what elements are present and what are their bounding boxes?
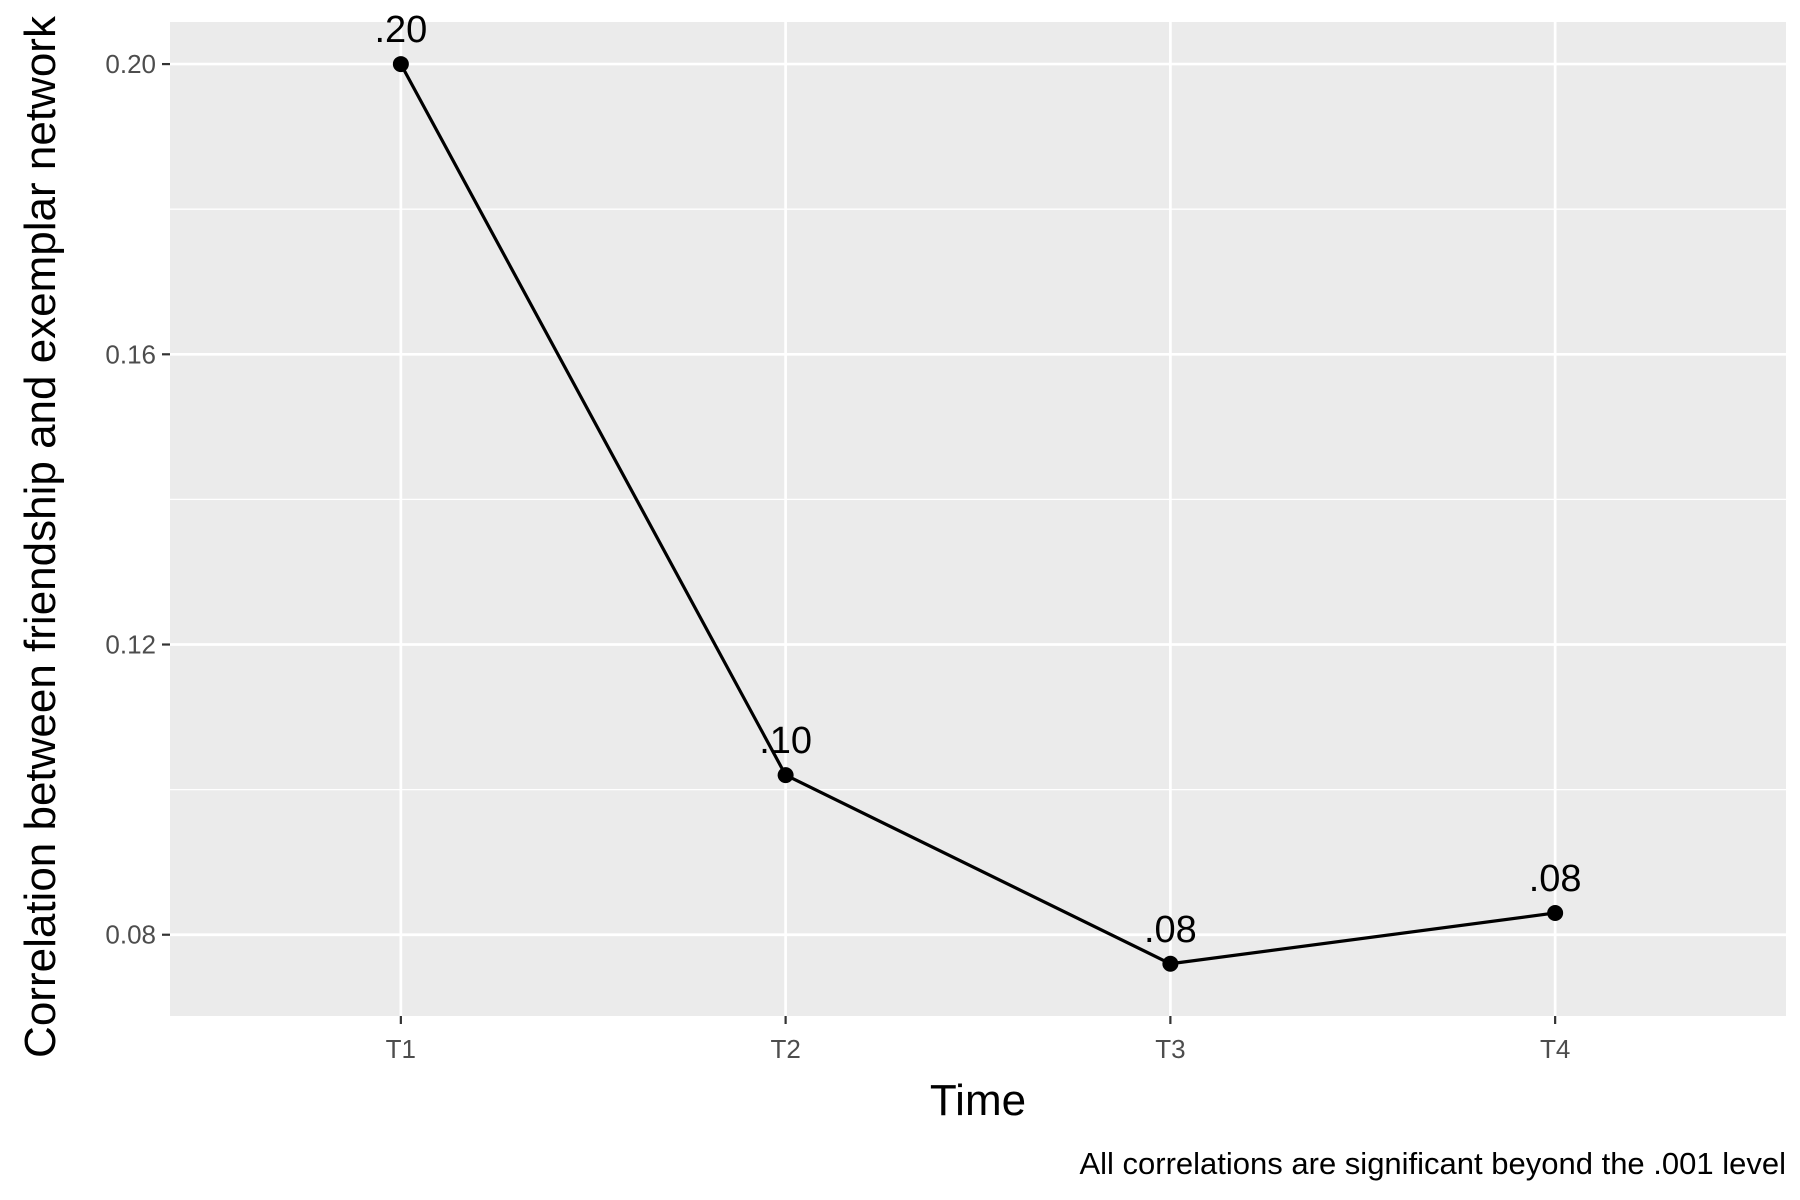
y-tick-label: 0.20 [105, 49, 156, 79]
data-label: .08 [1529, 858, 1582, 900]
gridlines [170, 22, 1786, 1016]
data-labels: .20 .10 .08 .08 [374, 9, 1581, 951]
data-label: .10 [759, 720, 812, 762]
panel-background [170, 22, 1786, 1016]
series-line [399, 63, 1556, 966]
data-point [777, 767, 794, 784]
data-label: .08 [1144, 909, 1197, 951]
x-tick-label: T3 [1155, 1034, 1185, 1064]
x-tick-label: T1 [386, 1034, 416, 1064]
chart-caption: All correlations are significant beyond … [1079, 1146, 1786, 1181]
plot-panel [170, 22, 1786, 1016]
x-tick-label: T4 [1540, 1034, 1570, 1064]
data-point [1162, 955, 1179, 972]
y-tick-label: 0.08 [105, 920, 156, 950]
y-tick-label: 0.12 [105, 630, 156, 660]
data-point [392, 56, 409, 73]
axes: 0.08 0.12 0.16 0.20 T1 T2 T3 T4 [105, 49, 1570, 1064]
y-axis-title: Correlation between friendship and exemp… [16, 15, 65, 1058]
x-tick-label: T2 [770, 1034, 800, 1064]
y-tick-label: 0.16 [105, 339, 156, 369]
data-point [1547, 904, 1564, 921]
series [392, 56, 1564, 972]
x-axis-title: Time [930, 1076, 1026, 1125]
data-label: .20 [374, 9, 427, 51]
